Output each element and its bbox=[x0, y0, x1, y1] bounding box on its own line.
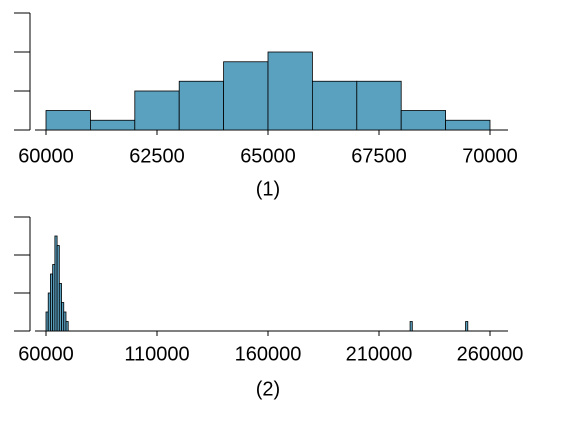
x-tick-label: 160000 bbox=[235, 343, 302, 365]
bar bbox=[465, 321, 469, 332]
x-tick-label: 70000 bbox=[462, 145, 518, 167]
x-tick-label: 60000 bbox=[18, 145, 74, 167]
chart-label: (2) bbox=[256, 378, 280, 400]
bar bbox=[409, 321, 413, 332]
bar bbox=[65, 321, 69, 332]
bar bbox=[267, 51, 313, 131]
x-tick-label: 260000 bbox=[457, 343, 524, 365]
bar bbox=[45, 110, 91, 131]
bar bbox=[445, 119, 491, 131]
bar bbox=[400, 110, 447, 131]
x-tick-label: 60000 bbox=[18, 343, 74, 365]
bar bbox=[223, 61, 269, 131]
bar bbox=[311, 80, 358, 131]
x-tick-label: 210000 bbox=[346, 343, 413, 365]
bar bbox=[134, 90, 180, 131]
x-tick-label: 110000 bbox=[124, 343, 189, 365]
bar bbox=[356, 80, 402, 131]
x-tick-label: 62500 bbox=[129, 145, 185, 167]
x-tick-label: 67500 bbox=[351, 145, 407, 167]
bar bbox=[90, 119, 136, 131]
chart-label: (1) bbox=[256, 178, 280, 200]
bar bbox=[178, 80, 224, 131]
x-tick-label: 65000 bbox=[240, 145, 296, 167]
